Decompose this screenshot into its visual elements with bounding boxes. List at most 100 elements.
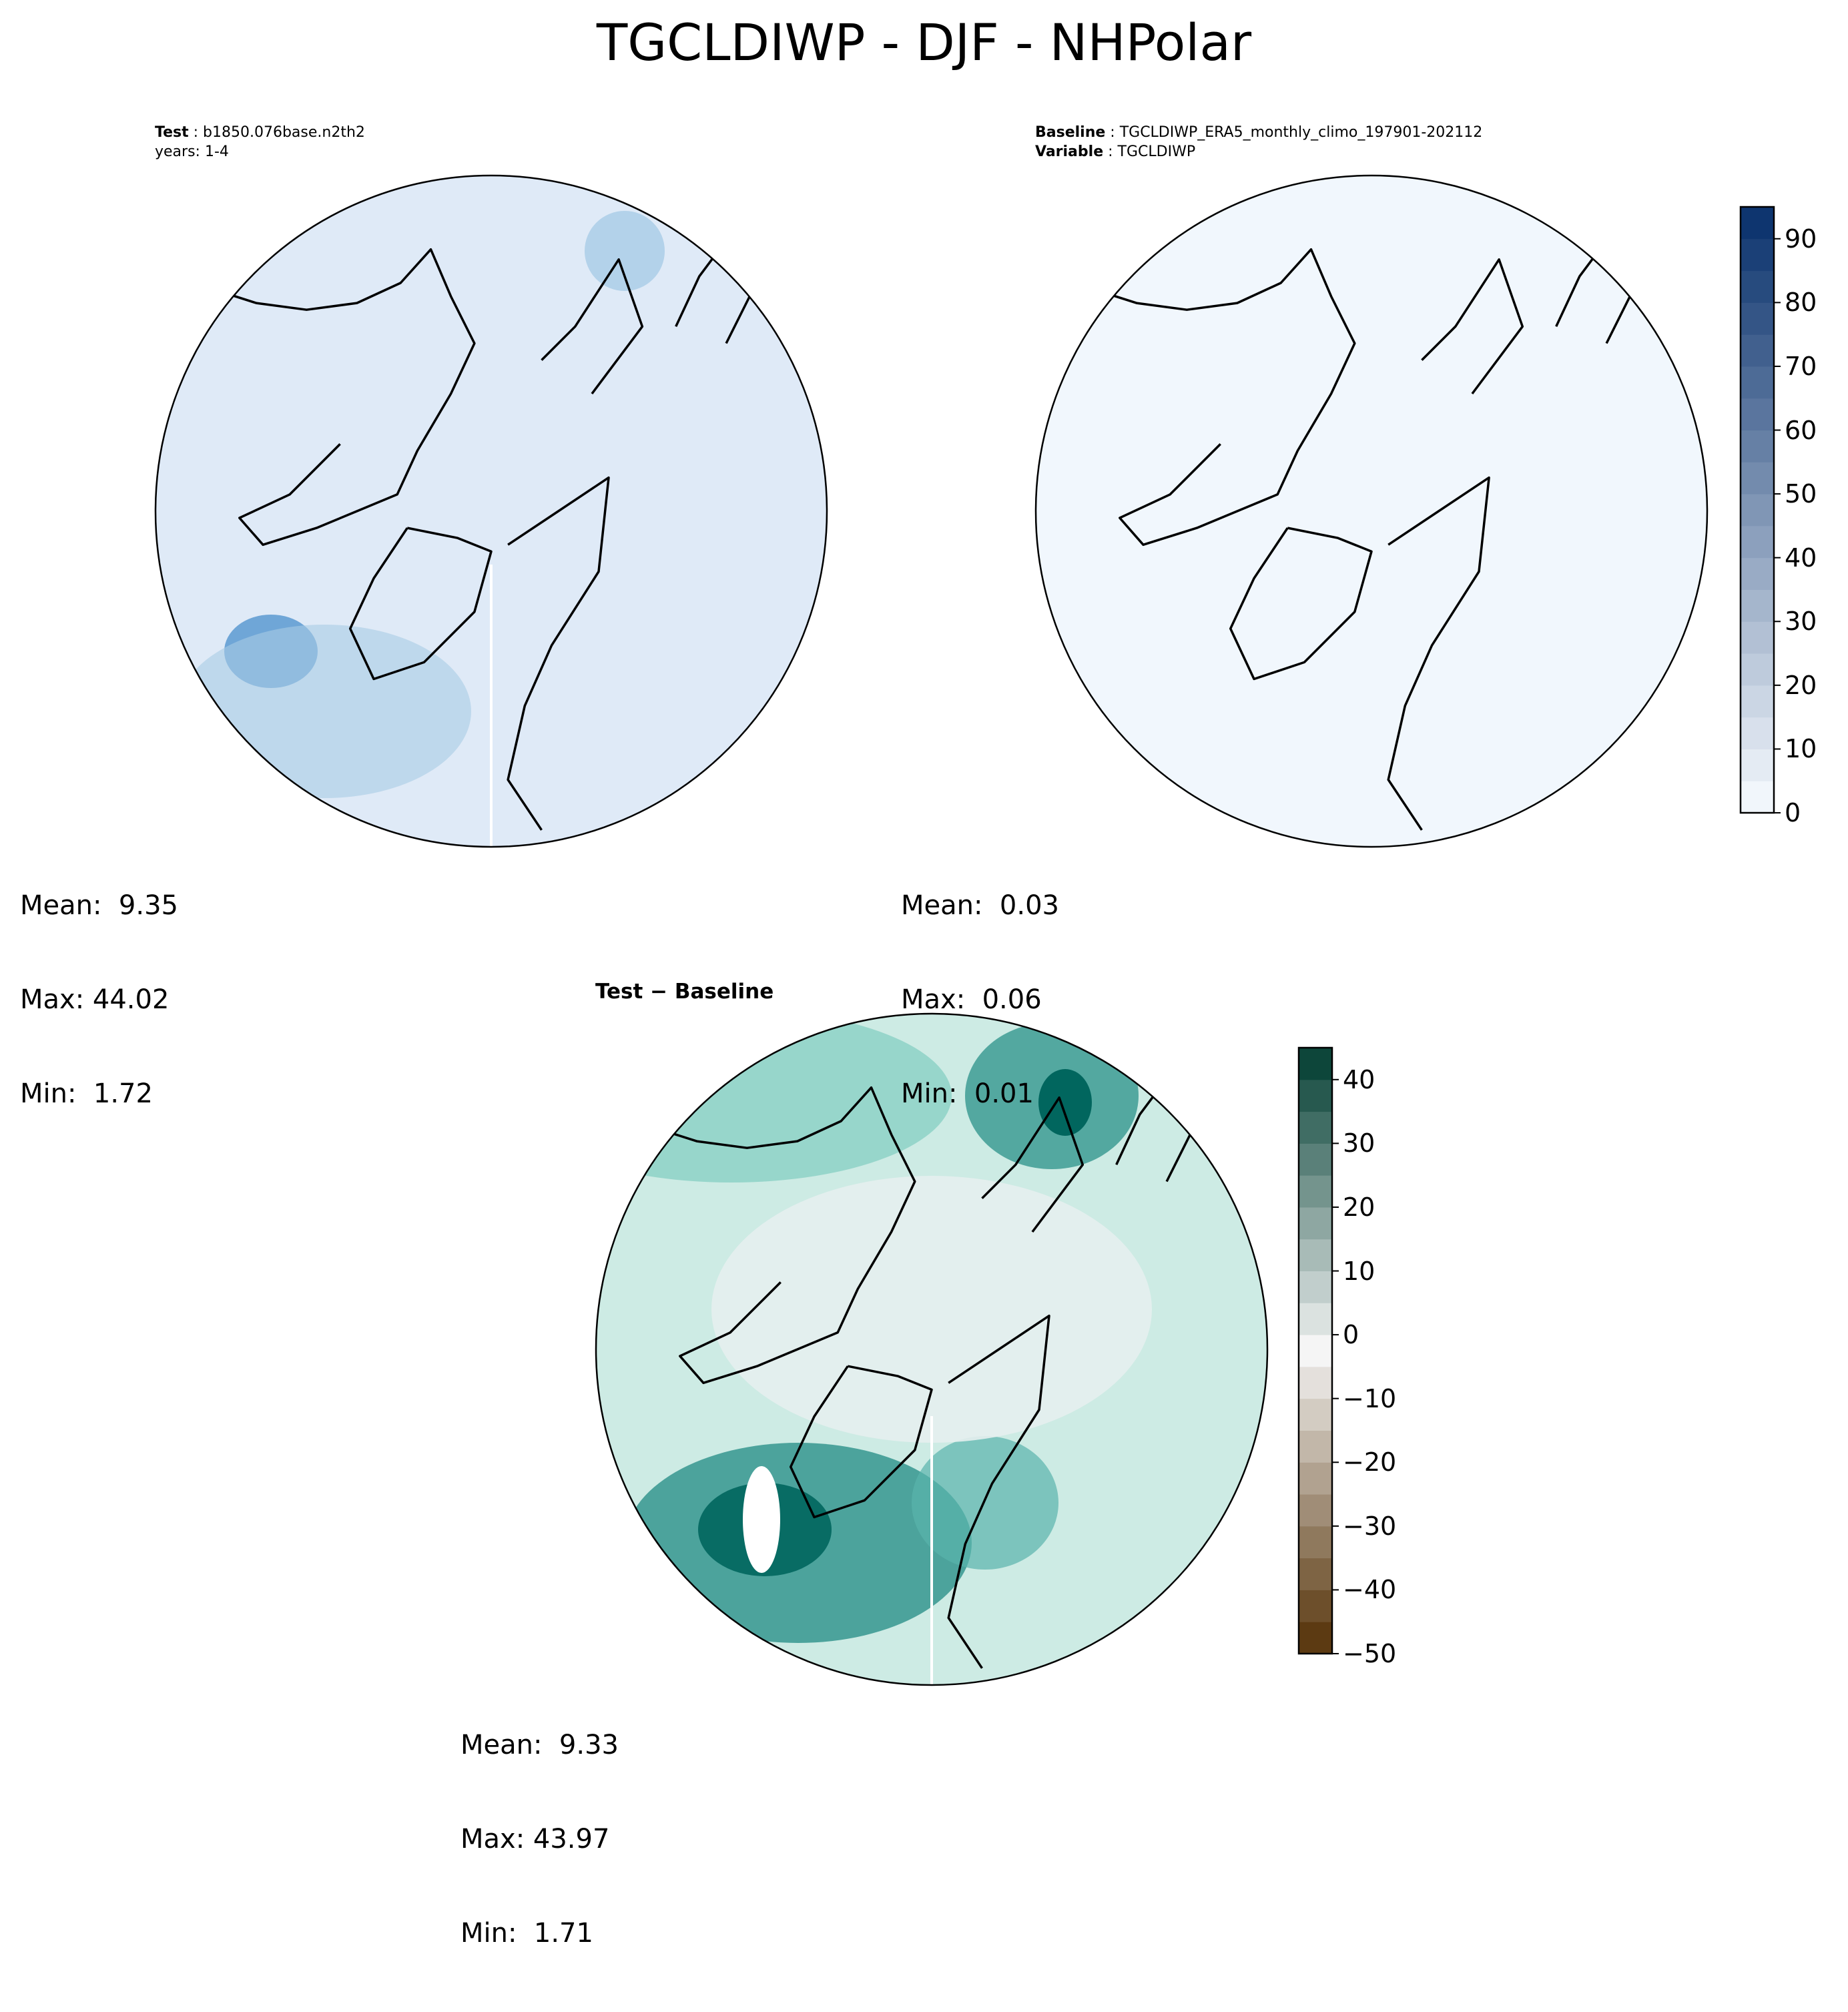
coastline [1421, 258, 1524, 395]
figure-title: TGCLDIWP - DJF - NHPolar [596, 13, 1252, 72]
coastline [348, 527, 493, 681]
coastline [1229, 527, 1373, 681]
test-header-label: Test [155, 124, 189, 141]
test-max-row: Max: 44.02 [20, 984, 170, 1015]
colorbar-segment [1299, 1558, 1332, 1590]
difference-mean-value: 9.33 [559, 1730, 619, 1760]
colorbar-tick-label: −30 [1343, 1511, 1397, 1541]
colorbar-segment [1299, 1303, 1332, 1335]
colorbar-tick-label: 20 [1343, 1192, 1375, 1222]
coastline [541, 258, 644, 395]
difference-max-row: Max: 43.97 [460, 1824, 610, 1855]
baseline-mean-value: 0.03 [999, 890, 1059, 921]
figure-canvas [154, 174, 1781, 1686]
baseline-mean-row: Mean: 0.03 [901, 890, 1059, 921]
colorbar-segment [1741, 589, 1774, 622]
colorbar-segment [1741, 462, 1774, 494]
colorbar-tick-label: 60 [1785, 415, 1817, 445]
colorbar-segment [1299, 1175, 1332, 1208]
difference-min-value: 1.71 [533, 1918, 593, 1949]
diff-low-region [711, 1176, 1152, 1443]
colorbar-segment [1299, 1048, 1332, 1080]
colorbar-tick-label: 20 [1785, 670, 1817, 700]
colorbar-segment [1299, 1207, 1332, 1240]
diff-high-region [912, 1436, 1058, 1570]
colorbar-tick-label: 70 [1785, 351, 1817, 381]
baseline-max-row: Max: 0.06 [901, 984, 1042, 1015]
colorbar-segment [1741, 207, 1774, 240]
coastline [1387, 476, 1490, 831]
test-max-value: 44.02 [92, 984, 170, 1015]
colorbar-tick-label: 10 [1343, 1256, 1375, 1286]
test-case-name: b1850.076base.n2th2 [203, 124, 365, 141]
colorbar-segment [1741, 621, 1774, 654]
colorbar-segment [1741, 270, 1774, 303]
colorbar-outline [1739, 206, 1775, 814]
test-header-line-1: Test : b1850.076base.n2th2 [155, 124, 365, 141]
coastline [947, 1314, 1050, 1669]
colorbar-segment [1741, 717, 1774, 749]
coastline [789, 1365, 933, 1519]
colorbar-segment [1741, 494, 1774, 527]
baseline-min-value: 0.01 [974, 1078, 1034, 1109]
seam-line [490, 565, 493, 847]
colorbar-segment [1299, 1335, 1332, 1367]
colorbar-segment [1299, 1398, 1332, 1431]
map-boundary [1034, 174, 1709, 848]
baseline-min-row: Min: 0.01 [901, 1078, 1034, 1109]
colorbar-segment [1299, 1526, 1332, 1559]
test-stats: Mean: 9.35 Max: 44.02 Min: 1.72 [20, 827, 178, 1172]
map-field-overlay [1052, 248, 1642, 831]
colorbar-tick-label: 40 [1343, 1064, 1375, 1094]
test-years: years: 1-4 [155, 143, 229, 160]
colorbar-segment [1299, 1143, 1332, 1176]
colorbar-segment [1741, 302, 1774, 335]
variable-name: TGCLDIWP [1117, 143, 1196, 160]
coastline [612, 1086, 916, 1385]
colorbar-segment [1741, 653, 1774, 686]
baseline-header-line-2: Variable : TGCLDIWP [1035, 143, 1196, 160]
colorbar-tick-label: 40 [1785, 543, 1817, 573]
colorbar-segment [1299, 1271, 1332, 1303]
colorbar-tick-label: 80 [1785, 288, 1817, 318]
colorbar-segment [1741, 334, 1774, 367]
colorbar-segment [1299, 1079, 1332, 1112]
test-mean-row: Mean: 9.35 [20, 890, 178, 921]
difference-mean-row: Mean: 9.33 [460, 1730, 619, 1760]
diff-high-region [596, 1014, 952, 1183]
map-boundary [154, 174, 828, 848]
coastline [981, 1096, 1085, 1233]
test-min-value: 1.72 [93, 1078, 153, 1109]
missing-value-blob [743, 1466, 780, 1573]
colorbar-tick-label: −50 [1343, 1639, 1397, 1668]
difference-min-row: Min: 1.71 [460, 1918, 593, 1949]
seam-line [930, 1416, 933, 1685]
test-mean-value: 9.35 [118, 890, 178, 921]
colorbar-tick-label: 30 [1343, 1128, 1375, 1158]
field-colorbar [1739, 206, 1781, 814]
difference-title: Test − Baseline [595, 980, 774, 1004]
difference-colorbar [1297, 1046, 1339, 1655]
baseline-header-label: Baseline [1035, 124, 1106, 141]
colorbar-segment [1741, 557, 1774, 590]
colorbar-segment [1741, 238, 1774, 272]
baseline-stats: Mean: 0.03 Max: 0.06 Min: 0.01 [901, 827, 1059, 1172]
colorbar-tick-label: 0 [1785, 798, 1801, 827]
colorbar-segment [1741, 749, 1774, 781]
coastline [172, 248, 476, 547]
coastline [507, 476, 610, 831]
colorbar-segment [1299, 1239, 1332, 1272]
colorbar-segment [1741, 781, 1774, 813]
colorbar-segment [1299, 1622, 1332, 1654]
colorbar-segment [1741, 398, 1774, 431]
colorbar-segment [1741, 685, 1774, 718]
baseline-case-name: TGCLDIWP_ERA5_monthly_climo_197901-20211… [1119, 124, 1483, 141]
colorbar-tick-label: 10 [1785, 734, 1817, 764]
colorbar-tick-label: −40 [1343, 1575, 1397, 1605]
test-header-line-2: years: 1-4 [155, 142, 229, 162]
colorbar-segment [1741, 525, 1774, 559]
colorbar-segment [1741, 430, 1774, 462]
colorbar-segment [1299, 1462, 1332, 1495]
colorbar-tick-label: 30 [1785, 607, 1817, 637]
colorbar-tick-label: 90 [1785, 224, 1817, 254]
